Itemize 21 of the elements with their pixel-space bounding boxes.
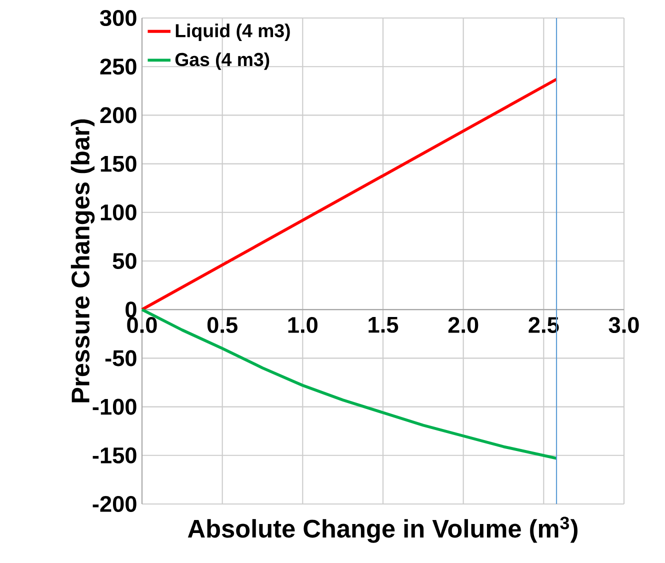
legend-label: Liquid (4 m3) [176,24,290,41]
x-tick-label: 1.0 [288,316,318,334]
y-tick-label: 250 [100,58,136,75]
y-axis-title: Pressure Changes (bar) [70,119,95,402]
y-tick-label: 100 [100,204,136,220]
x-tick-label: 0.0 [127,316,157,334]
x-tick-label: 1.5 [368,316,398,333]
y-tick-label: -50 [105,350,136,366]
y-tick-label: 200 [100,107,136,124]
y-tick-label: -100 [92,398,136,415]
x-axis-title: Absolute Change in Volume (m$^{3}$) [188,516,578,543]
y-tick-label: 150 [100,156,136,172]
y-tick-label: -150 [92,447,136,464]
y-tick-label: 0 [126,302,136,318]
x-tick-label: 0.5 [207,316,238,334]
y-tick-label: -200 [92,496,136,512]
legend-label: Gas (4 m3) [175,52,270,70]
y-tick-label: 50 [112,252,136,270]
x-tick-label: 3.0 [608,316,639,334]
x-tick-label: 2.0 [448,316,478,334]
y-tick-label: 300 [100,10,136,26]
